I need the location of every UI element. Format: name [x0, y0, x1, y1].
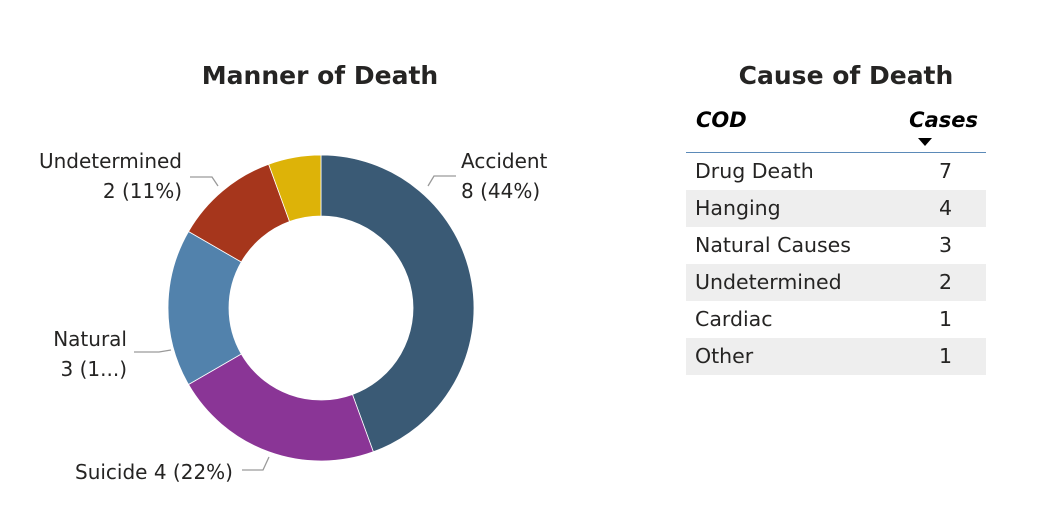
sort-descending-icon[interactable]: [918, 138, 932, 146]
cell-cases: 4: [938, 196, 952, 220]
donut-label-undetermined: Undetermined 2 (11%): [20, 146, 182, 206]
donut-slice-suicide[interactable]: [187, 353, 374, 462]
undetermined-label-value: 2 (11%): [102, 179, 182, 203]
cell-cod: Undetermined: [695, 270, 842, 294]
column-header-cod[interactable]: COD: [696, 108, 747, 132]
table-title: Cause of Death: [738, 61, 954, 90]
cell-cases: 3: [938, 233, 952, 257]
donut-slice-other[interactable]: [268, 154, 322, 223]
cell-cod: Other: [695, 344, 754, 368]
natural-label-value: 3 (1...): [60, 357, 127, 381]
cell-cases: 2: [938, 270, 952, 294]
accident-label-name: Accident: [461, 149, 548, 173]
cell-cases: 7: [938, 159, 952, 183]
cell-cod: Cardiac: [695, 307, 773, 331]
cell-cod: Natural Causes: [695, 233, 851, 257]
natural-label-name: Natural: [53, 327, 127, 351]
table-row[interactable]: Drug Death 7: [686, 153, 986, 190]
donut-label-accident: Accident 8 (44%): [461, 146, 547, 206]
table-row[interactable]: Natural Causes 3: [686, 227, 986, 264]
cell-cases: 1: [938, 307, 952, 331]
table-row[interactable]: Other 1: [686, 338, 986, 375]
cell-cod: Hanging: [695, 196, 781, 220]
suicide-label-text: Suicide 4 (22%): [75, 460, 233, 484]
table-header: COD Cases: [686, 106, 986, 153]
cell-cases: 1: [938, 344, 952, 368]
leader-line-natural: [134, 349, 172, 353]
cause-of-death-table: COD Cases Drug Death 7 Hanging 4 Natural…: [686, 106, 986, 375]
undetermined-label-name: Undetermined: [38, 149, 182, 173]
leader-line-suicide: [242, 456, 270, 471]
accident-label-value: 8 (44%): [461, 179, 541, 203]
leader-line-accident: [427, 175, 456, 187]
donut-slice-accident[interactable]: [320, 154, 475, 453]
table-row[interactable]: Hanging 4: [686, 190, 986, 227]
donut-chart-title: Manner of Death: [201, 61, 439, 90]
leader-line-undetermined: [190, 176, 219, 187]
donut-label-suicide: Suicide 4 (22%): [75, 457, 233, 487]
table-row[interactable]: Cardiac 1: [686, 301, 986, 338]
table-row[interactable]: Undetermined 2: [686, 264, 986, 301]
column-header-cases[interactable]: Cases: [909, 108, 978, 132]
donut-label-natural: Natural 3 (1...): [20, 324, 127, 384]
cell-cod: Drug Death: [695, 159, 814, 183]
donut-chart[interactable]: [0, 0, 640, 524]
